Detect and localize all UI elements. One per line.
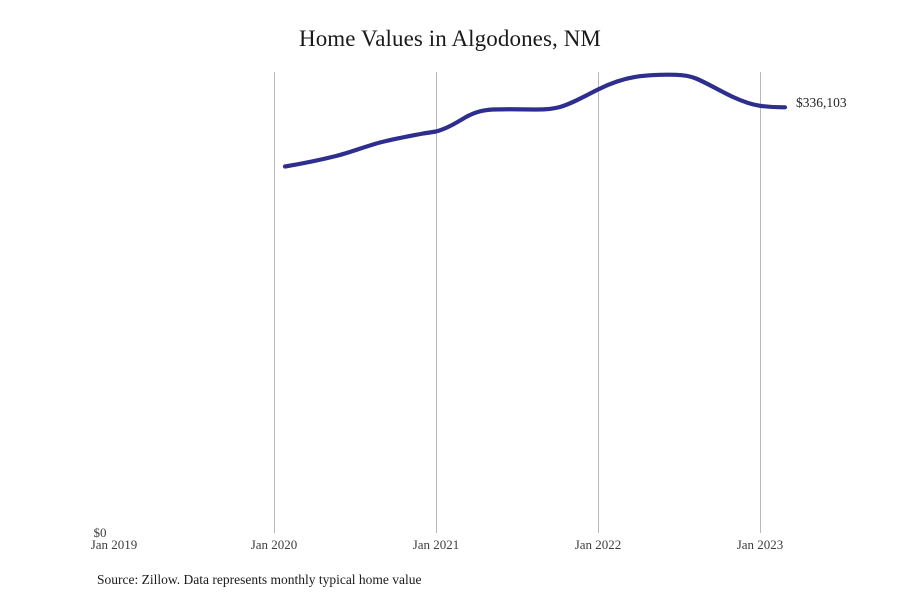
source-note: Source: Zillow. Data represents monthly … <box>97 572 422 587</box>
chart-title: Home Values in Algodones, NM <box>298 26 601 51</box>
x-tick-jan-2021: Jan 2021 <box>412 537 460 552</box>
y-axis-zero-label: $0 <box>93 525 107 540</box>
home-value-line <box>282 72 788 169</box>
x-tick-jan-2022: Jan 2022 <box>574 537 622 552</box>
x-tick-jan-2023: Jan 2023 <box>736 537 784 552</box>
gridlines <box>274 72 761 533</box>
series-end-value-label: $336,103 <box>796 95 847 110</box>
x-tick-jan-2020: Jan 2020 <box>250 537 298 552</box>
x-tick-jan-2019: Jan 2019 <box>90 537 138 552</box>
